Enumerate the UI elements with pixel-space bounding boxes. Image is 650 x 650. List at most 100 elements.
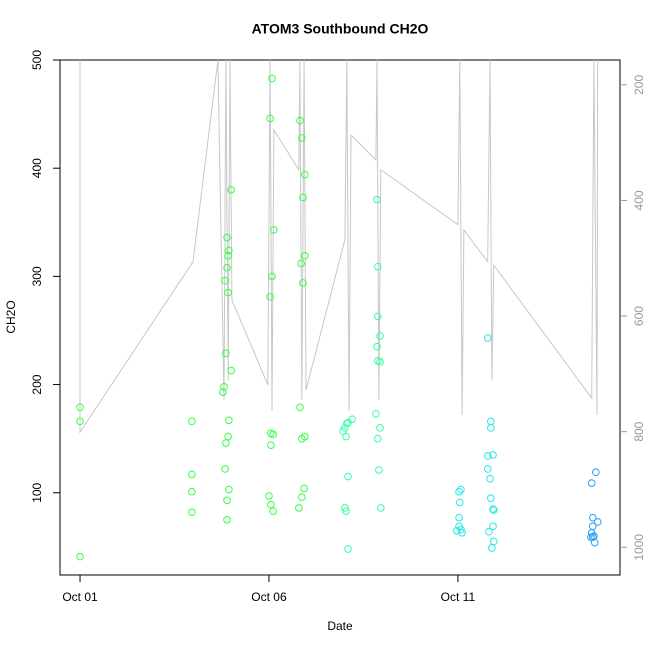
point	[588, 533, 597, 541]
point	[268, 272, 276, 281]
point	[76, 403, 84, 412]
point	[267, 429, 275, 438]
point	[224, 288, 232, 297]
y-tick-label: 400	[30, 158, 44, 178]
point	[485, 527, 493, 536]
point	[269, 507, 277, 515]
point	[375, 466, 383, 474]
point	[373, 356, 382, 365]
point	[227, 186, 235, 194]
y2-tick-label: 1000	[632, 534, 646, 561]
point	[223, 263, 231, 272]
point	[222, 349, 230, 358]
x-tick-label: Oct 11	[441, 590, 476, 604]
y-tick-label: 200	[30, 374, 44, 394]
point	[489, 537, 498, 546]
point	[373, 195, 381, 204]
point	[373, 262, 382, 271]
point	[483, 334, 492, 342]
point	[457, 525, 465, 534]
point	[298, 434, 306, 443]
chart-title: ATOM3 Southbound CH2O	[252, 21, 429, 37]
point	[301, 252, 309, 260]
point	[455, 498, 464, 507]
point	[592, 468, 600, 477]
point	[452, 526, 461, 535]
point	[373, 434, 382, 443]
point	[455, 487, 463, 496]
point	[377, 504, 385, 512]
point	[224, 252, 232, 260]
point	[296, 116, 304, 125]
y2-tick-label: 600	[632, 306, 646, 326]
point	[268, 74, 276, 83]
point	[221, 276, 229, 285]
point	[270, 226, 278, 234]
point	[295, 504, 303, 512]
point	[188, 417, 196, 426]
point	[483, 465, 492, 473]
plot-area	[76, 59, 602, 561]
point	[188, 508, 196, 517]
point	[341, 504, 349, 512]
y-axis-label: CH2O	[4, 300, 18, 333]
point	[225, 485, 233, 494]
x-axis-label: Date	[327, 619, 353, 633]
point	[223, 233, 231, 242]
point	[489, 451, 497, 459]
point	[343, 419, 351, 428]
point	[220, 382, 228, 391]
point	[593, 518, 602, 526]
point	[489, 505, 497, 513]
point	[342, 432, 350, 441]
point	[483, 452, 492, 460]
point	[373, 342, 381, 351]
y-tick-label: 500	[30, 50, 44, 70]
x-tick-label: Oct 06	[251, 590, 287, 604]
point	[489, 506, 498, 514]
point	[344, 418, 352, 427]
point	[296, 403, 304, 412]
point	[188, 487, 196, 496]
point	[488, 544, 496, 552]
point	[588, 522, 597, 531]
line	[79, 59, 599, 434]
point	[376, 332, 384, 340]
point	[588, 513, 597, 522]
point	[489, 522, 497, 531]
point	[225, 416, 233, 425]
point	[372, 409, 380, 418]
point	[265, 492, 273, 500]
y2-tick-label: 400	[632, 190, 646, 210]
y-tick-label: 100	[30, 482, 44, 502]
point	[266, 114, 274, 123]
point	[266, 293, 274, 301]
point	[587, 479, 596, 487]
point	[455, 513, 463, 522]
point	[344, 545, 352, 553]
point	[300, 484, 308, 493]
point	[373, 312, 382, 321]
point	[299, 193, 307, 202]
point	[298, 493, 306, 501]
point	[223, 496, 231, 505]
point	[267, 500, 275, 509]
y2-tick-label: 200	[632, 75, 646, 95]
point	[587, 533, 595, 541]
point	[590, 538, 599, 547]
point	[376, 424, 384, 432]
point	[486, 424, 495, 432]
point	[458, 529, 466, 537]
point	[224, 432, 232, 441]
y2-tick-label: 800	[632, 421, 646, 441]
point	[298, 134, 306, 142]
y-tick-label: 300	[30, 266, 44, 286]
point	[225, 246, 233, 255]
point	[219, 388, 227, 396]
point	[221, 465, 229, 473]
plot-box	[59, 59, 621, 576]
point	[267, 441, 275, 449]
point	[297, 259, 305, 268]
